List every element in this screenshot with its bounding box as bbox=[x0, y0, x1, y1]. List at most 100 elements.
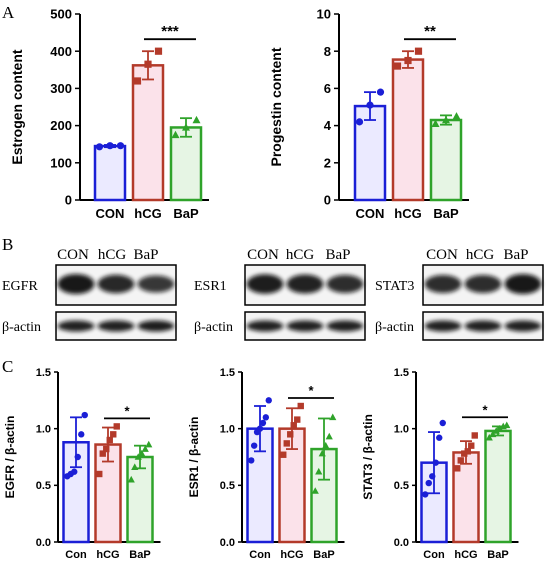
data-point bbox=[329, 413, 337, 421]
bar-group-hCG bbox=[391, 47, 425, 202]
data-point bbox=[154, 47, 163, 55]
blot-protein-label: STAT3 bbox=[375, 279, 414, 294]
data-point bbox=[96, 470, 103, 478]
y-tick-label: 1.5 bbox=[220, 367, 235, 379]
y-tick-label: 1.5 bbox=[36, 367, 51, 379]
bar bbox=[484, 429, 512, 544]
data-point bbox=[422, 491, 429, 498]
data-point bbox=[78, 431, 85, 438]
blot-protein-label: ESR1 bbox=[194, 279, 227, 294]
blot-loading-label: β-actin bbox=[194, 320, 233, 335]
data-point bbox=[110, 431, 117, 438]
significance-label: * bbox=[482, 402, 488, 417]
data-point bbox=[280, 451, 287, 458]
data-point bbox=[182, 123, 190, 131]
data-point bbox=[454, 465, 461, 472]
x-tick-label: Con bbox=[423, 549, 445, 561]
data-point bbox=[376, 88, 385, 96]
blot-protein-label: EGFR bbox=[2, 279, 38, 294]
panel-label-c: C bbox=[2, 357, 13, 376]
data-point bbox=[442, 115, 450, 124]
bar bbox=[169, 126, 203, 202]
bar bbox=[391, 58, 425, 202]
data-point bbox=[99, 450, 106, 457]
data-point bbox=[248, 457, 255, 464]
x-tick-label: hCG bbox=[394, 206, 421, 221]
data-point bbox=[138, 449, 146, 457]
bar-group-hCG bbox=[278, 402, 306, 544]
data-point bbox=[95, 143, 104, 151]
y-tick-label: 0.5 bbox=[394, 480, 409, 492]
blot-band bbox=[286, 320, 324, 332]
significance-label: ** bbox=[424, 23, 436, 40]
data-point bbox=[106, 436, 113, 444]
blot-band bbox=[57, 320, 95, 332]
data-point bbox=[74, 453, 81, 461]
data-point bbox=[429, 473, 436, 480]
data-point bbox=[457, 457, 464, 464]
y-tick-label: 0 bbox=[65, 193, 72, 208]
data-point bbox=[250, 442, 258, 449]
y-tick-label: 2 bbox=[324, 155, 331, 170]
data-point bbox=[145, 440, 153, 448]
data-point bbox=[464, 448, 471, 455]
panel-label-a: A bbox=[2, 3, 15, 22]
bar-group-Con bbox=[62, 411, 90, 544]
bar-group-BaP bbox=[429, 112, 463, 202]
data-point bbox=[414, 47, 423, 55]
chart-esr1: 0.0 0.5 1.0 1.5 ESR1 / β-actin Con hCG BaP * bbox=[187, 367, 345, 561]
data-point bbox=[489, 430, 497, 438]
y-tick-label: 0.0 bbox=[36, 537, 51, 549]
y-tick-label: 0.0 bbox=[220, 537, 235, 549]
data-point bbox=[192, 115, 201, 124]
bar bbox=[93, 144, 127, 202]
bar bbox=[131, 64, 165, 202]
data-point bbox=[171, 130, 180, 139]
data-point bbox=[436, 434, 443, 441]
data-point bbox=[492, 427, 500, 434]
y-tick-label: 300 bbox=[50, 81, 72, 96]
blot-lane-label: hCG bbox=[286, 247, 315, 263]
chart-progestin: 0 2 4 6 8 10 Progestin content CON hCG BaP ** bbox=[268, 7, 469, 221]
y-axis-label: Estrogen content bbox=[9, 49, 25, 164]
data-point bbox=[325, 432, 333, 440]
x-tick-label: CON bbox=[96, 206, 125, 221]
blot-lane-label: CON bbox=[247, 247, 279, 263]
data-point bbox=[113, 423, 120, 430]
y-tick-label: 0.5 bbox=[220, 480, 235, 492]
bar-group-BaP bbox=[126, 440, 154, 544]
x-tick-label: BaP bbox=[313, 549, 334, 561]
bar bbox=[126, 455, 154, 544]
bar-group-BaP bbox=[484, 421, 512, 544]
data-point bbox=[144, 60, 152, 68]
blot-band bbox=[504, 320, 542, 332]
y-tick-label: 1.0 bbox=[220, 424, 235, 436]
data-point bbox=[297, 402, 304, 410]
bar-group-BaP bbox=[310, 413, 338, 544]
data-point bbox=[103, 445, 110, 453]
bar bbox=[429, 118, 463, 202]
blot-band bbox=[326, 275, 364, 293]
y-tick-label: 1.5 bbox=[394, 367, 409, 379]
x-tick-label: hCG bbox=[280, 549, 303, 561]
data-point bbox=[127, 475, 135, 483]
bar-group-BaP bbox=[169, 115, 203, 202]
data-point bbox=[311, 487, 319, 494]
blot-band bbox=[326, 320, 364, 332]
data-point bbox=[485, 433, 493, 441]
blot-lane-label: hCG bbox=[466, 247, 495, 263]
chart-estrogen: 0 100 200 300 400 500 Estrogen content CON hCG Ba… bbox=[9, 7, 209, 221]
x-tick-label: Con bbox=[249, 549, 271, 561]
y-tick-label: 0.5 bbox=[36, 480, 51, 492]
data-point bbox=[116, 142, 125, 150]
blot-band bbox=[137, 275, 175, 293]
data-point bbox=[106, 142, 114, 150]
y-axis-label: EGFR / β-actin bbox=[3, 416, 17, 499]
blot-band bbox=[246, 320, 284, 332]
data-point bbox=[81, 411, 88, 419]
y-tick-label: 100 bbox=[50, 155, 72, 170]
y-tick-label: 0 bbox=[324, 193, 331, 208]
data-point bbox=[294, 416, 301, 423]
blot-lane-label: BaP bbox=[133, 247, 158, 263]
bar-group-hCG bbox=[452, 432, 480, 544]
